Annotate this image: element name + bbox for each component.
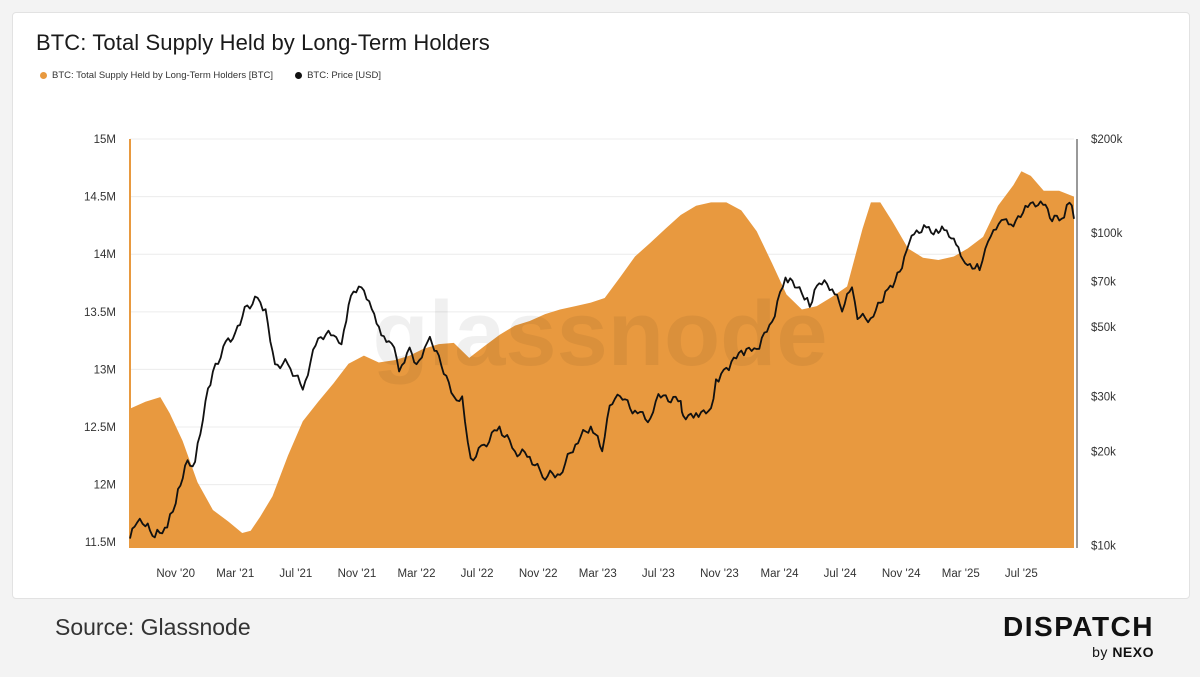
x-tick-label: Jul '23 [642, 568, 675, 580]
series-area-supply [130, 171, 1074, 549]
brand-subline: by NEXO [1003, 644, 1154, 660]
source-note: Source: Glassnode [55, 614, 251, 640]
x-tick-label: Mar '24 [761, 568, 800, 580]
x-tick-label: Jul '21 [279, 568, 312, 580]
chart-legend: BTC: Total Supply Held by Long-Term Hold… [40, 70, 381, 81]
legend-label-supply: BTC: Total Supply Held by Long-Term Hold… [52, 70, 274, 81]
legend-dot-supply [40, 72, 47, 79]
y-left-tick-label: 13M [94, 364, 116, 376]
x-tick-label: Mar '23 [579, 568, 617, 580]
y-right-tick-label: $70k [1091, 276, 1116, 288]
y-left-tick-label: 14.5M [84, 192, 116, 204]
y-left-tick-label: 11.5M [85, 537, 116, 549]
y-left-tick-label: 12.5M [84, 422, 116, 434]
legend-item-supply[interactable]: BTC: Total Supply Held by Long-Term Hold… [40, 70, 273, 81]
legend-item-price[interactable]: BTC: Price [USD] [295, 70, 381, 81]
y-right-tick-label: $50k [1091, 322, 1116, 334]
y-right-tick-label: $100k [1091, 228, 1123, 240]
x-tick-label: Mar '22 [398, 568, 436, 580]
x-tick-label: Nov '23 [700, 568, 739, 580]
brand-by: by [1092, 644, 1108, 660]
x-tick-label: Nov '21 [338, 568, 377, 580]
x-tick-label: Jul '22 [461, 568, 494, 580]
brand-logo: DISPATCH by NEXO [1003, 611, 1154, 661]
x-tick-label: Mar '21 [216, 568, 254, 580]
x-tick-label: Mar '25 [942, 568, 980, 580]
legend-label-price: BTC: Price [USD] [307, 70, 381, 81]
y-left-tick-label: 13.5M [84, 307, 116, 319]
chart-title: BTC: Total Supply Held by Long-Term Hold… [36, 30, 490, 55]
legend-dot-price [295, 72, 303, 79]
y-left-tick-label: 15M [94, 134, 116, 146]
x-tick-label: Jul '25 [1005, 568, 1038, 580]
x-tick-label: Nov '22 [519, 568, 558, 580]
watermark: glassnode [372, 283, 827, 385]
y-right-tick-label: $200k [1091, 134, 1123, 146]
y-right-tick-label: $20k [1091, 446, 1116, 458]
x-tick-label: Jul '24 [824, 568, 857, 580]
x-tick-label: Nov '20 [156, 568, 195, 580]
series-line-price [129, 200, 1075, 539]
y-right-tick-label: $10k [1091, 540, 1116, 552]
brand-parent: NEXO [1112, 644, 1154, 660]
y-left-tick-label: 12M [94, 480, 116, 492]
y-right-tick-label: $30k [1091, 391, 1116, 403]
x-tick-label: Nov '24 [882, 568, 921, 580]
y-left-tick-label: 14M [94, 249, 116, 261]
brand-name: DISPATCH [1003, 611, 1154, 642]
